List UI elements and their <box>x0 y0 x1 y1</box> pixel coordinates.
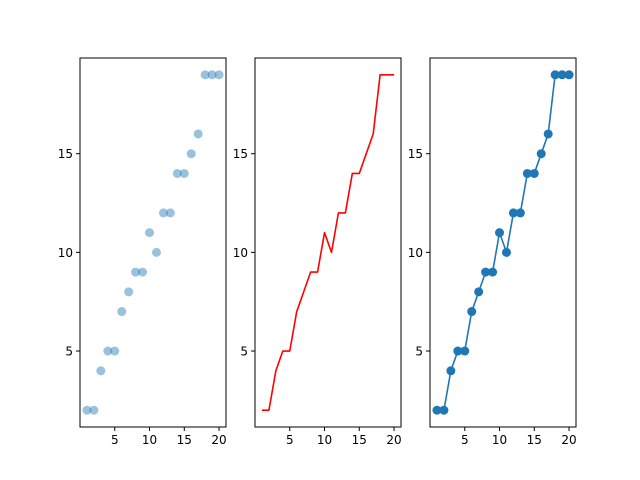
x-tick-label: 15 <box>177 433 192 447</box>
data-point <box>138 267 148 277</box>
data-point <box>557 70 567 80</box>
data-point <box>564 70 574 80</box>
data-point <box>145 228 155 238</box>
data-point <box>515 208 525 218</box>
x-tick-label: 5 <box>111 433 119 447</box>
data-point <box>460 346 470 356</box>
data-point <box>488 267 498 277</box>
data-point <box>200 70 210 80</box>
axes-frame <box>254 57 402 428</box>
data-point <box>82 405 92 415</box>
axes-frame <box>429 57 577 428</box>
subplot-1: 5 10 15 20 5 10 15 <box>58 57 227 447</box>
data-point <box>172 168 182 178</box>
data-point <box>432 405 442 415</box>
data-point <box>501 247 511 257</box>
subplot-3: 5 10 15 20 5 10 15 <box>408 57 577 447</box>
data-point <box>453 346 463 356</box>
data-point <box>124 287 134 297</box>
x-tick-label: 10 <box>317 433 332 447</box>
data-point <box>536 149 546 159</box>
data-point <box>529 168 539 178</box>
data-point <box>165 208 175 218</box>
x-tick-label: 5 <box>286 433 294 447</box>
y-tick-label: 15 <box>233 147 248 161</box>
data-point <box>103 346 113 356</box>
x-tick-label: 5 <box>461 433 469 447</box>
x-tick-label: 10 <box>492 433 507 447</box>
data-point <box>446 366 456 376</box>
x-tick-label: 20 <box>386 433 401 447</box>
data-point <box>131 267 141 277</box>
x-tick-label: 10 <box>142 433 157 447</box>
series-line <box>261 73 395 412</box>
data-point <box>207 70 217 80</box>
data-point <box>151 247 161 257</box>
data-point <box>96 366 106 376</box>
data-point <box>543 129 553 139</box>
x-tick-label: 20 <box>211 433 226 447</box>
y-tick-label: 15 <box>408 147 423 161</box>
data-point <box>550 70 560 80</box>
y-tick-label: 5 <box>240 345 248 359</box>
data-point <box>474 287 484 297</box>
data-point <box>481 267 491 277</box>
data-point <box>110 346 120 356</box>
y-tick-label: 5 <box>415 345 423 359</box>
x-tick-label: 15 <box>527 433 542 447</box>
data-point <box>193 129 203 139</box>
y-tick-label: 10 <box>233 246 248 260</box>
data-point <box>508 208 518 218</box>
y-tick-label: 5 <box>65 345 73 359</box>
data-point <box>467 307 477 317</box>
x-tick-label: 15 <box>352 433 367 447</box>
data-point <box>89 405 99 415</box>
data-point <box>495 228 505 238</box>
y-tick-label: 10 <box>408 246 423 260</box>
data-point <box>179 168 189 178</box>
data-point <box>522 168 532 178</box>
data-point <box>214 70 224 80</box>
data-point <box>158 208 168 218</box>
axes-frame <box>79 57 227 428</box>
y-tick-label: 15 <box>58 147 73 161</box>
y-tick-label: 10 <box>58 246 73 260</box>
data-point <box>186 149 196 159</box>
data-point <box>117 307 127 317</box>
data-point <box>439 405 449 415</box>
x-tick-label: 20 <box>561 433 576 447</box>
subplot-2: 5 10 15 20 5 10 15 <box>233 57 402 447</box>
